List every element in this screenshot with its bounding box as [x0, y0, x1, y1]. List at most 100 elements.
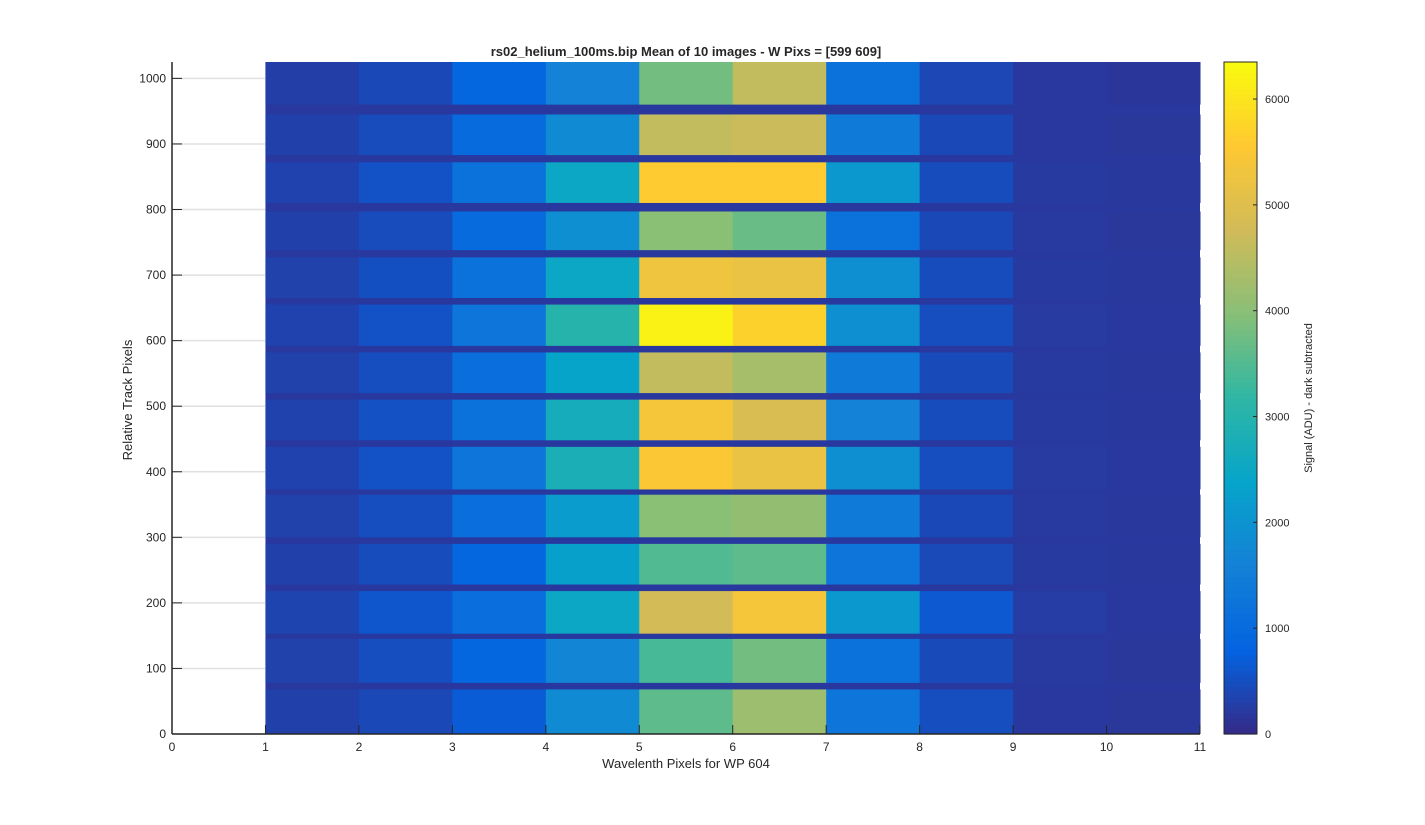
heatmap-cell: [1106, 114, 1201, 156]
colorbar-segment: [1224, 461, 1257, 467]
heatmap-cell: [1106, 638, 1201, 683]
colorbar-segment: [1224, 387, 1257, 394]
colorbar-segment: [1224, 88, 1257, 95]
colorbar-tick-label: 6000: [1265, 94, 1289, 106]
colorbar-segment: [1224, 177, 1257, 184]
heatmap-cell: [452, 543, 547, 585]
colorbar-segment: [1224, 67, 1257, 74]
heatmap-cell: [265, 114, 360, 156]
heatmap-cell: [452, 211, 547, 251]
heatmap-cell: [919, 494, 1014, 538]
colorbar-segment: [1224, 419, 1257, 425]
colorbar-segment: [1224, 109, 1257, 116]
heatmap-cell: [452, 257, 547, 299]
axes: 0 1 2 3 4 5 6 7 8 9 10 11 0 100 200 300 400 500 600 700 800 9…: [139, 62, 1207, 754]
colorbar-segment: [1224, 408, 1257, 415]
heatmap-cell: [452, 399, 547, 441]
heatmap-cell: [1013, 494, 1108, 538]
heatmap-cell: [1013, 689, 1108, 734]
colorbar-segment: [1224, 424, 1257, 431]
heatmap-cell: [732, 114, 827, 156]
colorbar-segment: [1224, 366, 1257, 373]
heatmap-cell: [265, 399, 360, 441]
colorbar-segment: [1224, 345, 1257, 352]
heatmap-cell: [452, 304, 547, 346]
heatmap-cell: [545, 591, 640, 634]
heatmap-cell: [358, 494, 453, 538]
x-tick-label: 2: [356, 740, 363, 754]
heatmap-cell: [1106, 211, 1201, 251]
colorbar-segment: [1224, 576, 1257, 583]
heatmap-cell: [1013, 211, 1108, 251]
heatmap-cell: [732, 591, 827, 634]
x-tick-label: 5: [636, 740, 643, 754]
colorbar-segment: [1224, 308, 1257, 315]
heatmap-cell: [639, 591, 734, 634]
colorbar-segment: [1224, 566, 1257, 572]
colorbar-segment: [1224, 167, 1257, 173]
heatmap-cell: [826, 352, 921, 394]
colorbar-segment: [1224, 203, 1257, 210]
heatmap-cell: [919, 62, 1014, 105]
heatmap-cell: [1106, 591, 1201, 634]
heatmap-cell: [545, 257, 640, 299]
colorbar-segment: [1224, 377, 1257, 383]
heatmap-cell: [826, 494, 921, 538]
heatmap-cell: [919, 211, 1014, 251]
heatmap-cell: [452, 446, 547, 490]
colorbar-segment: [1224, 188, 1257, 194]
heatmap-cell: [452, 689, 547, 734]
colorbar-segment: [1224, 298, 1257, 305]
heatmap-cell: [732, 494, 827, 538]
heatmap-cell: [919, 304, 1014, 346]
colorbar-segment: [1224, 356, 1257, 362]
heatmap-cell: [1013, 352, 1108, 394]
colorbar-segment: [1224, 629, 1257, 635]
heatmap-cell: [545, 638, 640, 683]
heatmap-cell: [1106, 399, 1201, 441]
colorbar-segment: [1224, 571, 1257, 578]
heatmap-cell: [826, 446, 921, 490]
colorbar-segment: [1224, 518, 1257, 525]
chart-title: rs02_helium_100ms.bip Mean of 10 images …: [491, 44, 882, 59]
colorbar-segment: [1224, 545, 1257, 551]
heatmap-cell: [545, 399, 640, 441]
heatmap-cell: [732, 162, 827, 203]
heatmap-cell: [1106, 446, 1201, 490]
colorbar-segment: [1224, 119, 1257, 126]
heatmap-cell: [639, 304, 734, 346]
heatmap-cell: [639, 446, 734, 490]
heatmap-cell: [732, 543, 827, 585]
y-tick-label: 900: [146, 137, 166, 151]
colorbar-label: Signal (ADU) - dark subtracted: [1303, 323, 1315, 473]
colorbar-segment: [1224, 681, 1257, 688]
heatmap-cell: [358, 638, 453, 683]
heatmap-cell: [1106, 162, 1201, 203]
colorbar-segment: [1224, 707, 1257, 714]
heatmap-cell: [452, 638, 547, 683]
heatmap-cell: [639, 638, 734, 683]
colorbar-segment: [1224, 319, 1257, 326]
colorbar-segment: [1224, 692, 1257, 698]
y-tick-label: 400: [146, 465, 166, 479]
colorbar-segment: [1224, 608, 1257, 614]
colorbar-segment: [1224, 555, 1257, 562]
colorbar-segment: [1224, 156, 1257, 163]
heatmap-cell: [826, 62, 921, 105]
colorbar-segment: [1224, 130, 1257, 137]
colorbar-segment: [1224, 476, 1257, 483]
colorbar-tick-label: 1000: [1265, 623, 1289, 635]
heatmap-cell: [358, 689, 453, 734]
colorbar-segment: [1224, 560, 1257, 567]
colorbar-segment: [1224, 455, 1257, 462]
x-tick-label: 3: [449, 740, 456, 754]
heatmap-cell: [545, 543, 640, 585]
heatmap-cell: [826, 257, 921, 299]
colorbar-segment: [1224, 539, 1257, 546]
colorbar-segment: [1224, 723, 1257, 730]
heatmap-cell: [826, 638, 921, 683]
colorbar-segment: [1224, 83, 1257, 89]
colorbar-segment: [1224, 634, 1257, 641]
heatmap-cell: [265, 591, 360, 634]
